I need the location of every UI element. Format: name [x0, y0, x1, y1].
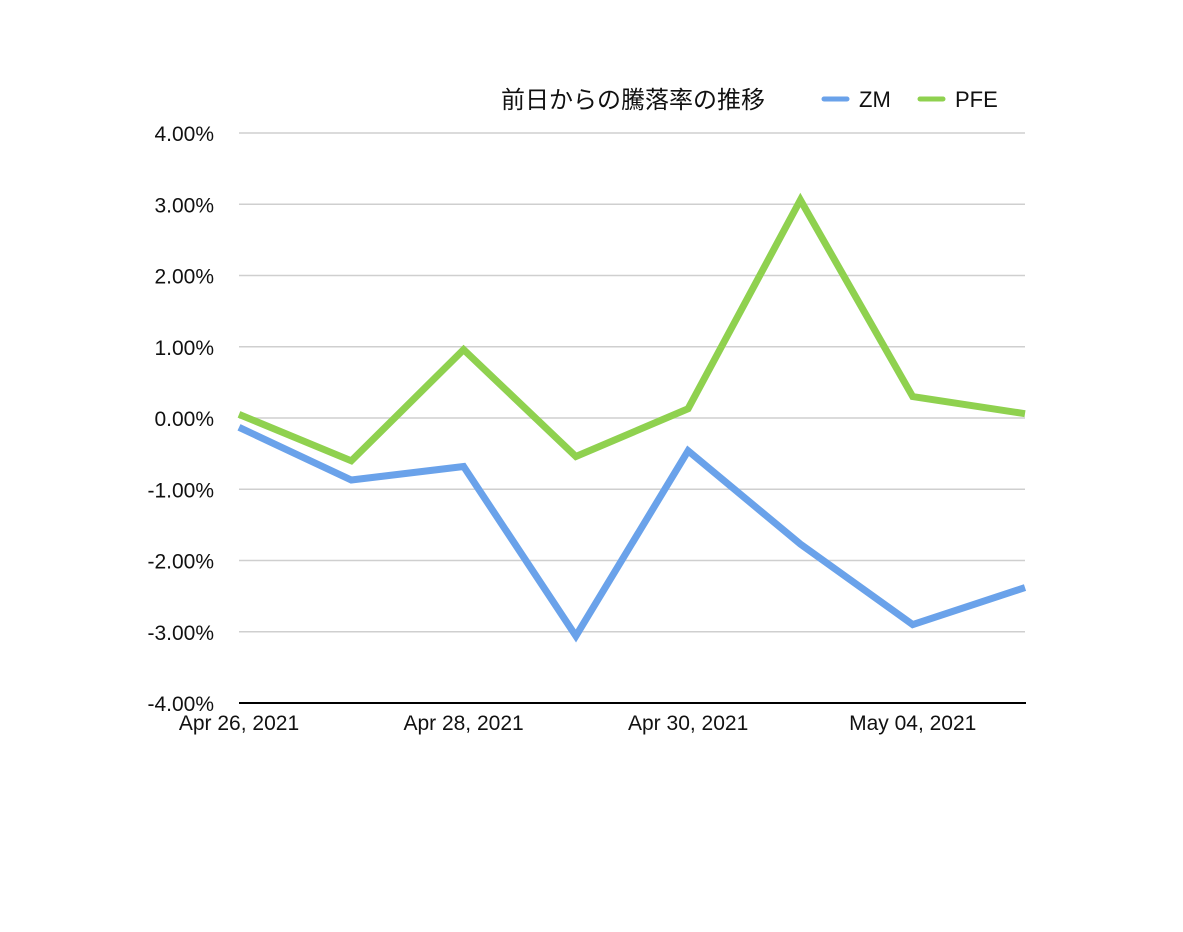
- series-lines: [237, 192, 1027, 643]
- y-tick-label: -3.00%: [147, 622, 214, 645]
- y-tick-label: 0.00%: [154, 408, 214, 431]
- x-tick-label: Apr 28, 2021: [403, 712, 523, 735]
- legend-label-zm: ZM: [859, 87, 891, 112]
- y-tick-label: -1.00%: [147, 479, 214, 502]
- gridlines: [239, 132, 1025, 633]
- x-tick-label: Apr 30, 2021: [628, 712, 748, 735]
- y-tick-label: 1.00%: [154, 337, 214, 360]
- x-axis-ticks: Apr 26, 2021 Apr 28, 2021 Apr 30, 2021 May …: [179, 712, 976, 735]
- series-line-pfe: [237, 192, 1026, 465]
- legend: ZM PFE: [821, 87, 998, 112]
- y-tick-label: 2.00%: [154, 266, 214, 289]
- y-tick-label: -2.00%: [147, 551, 214, 574]
- x-tick-label: Apr 26, 2021: [179, 712, 299, 735]
- y-tick-label: 3.00%: [154, 194, 214, 217]
- x-tick-label: May 04, 2021: [849, 712, 976, 735]
- series-line-zm: [237, 424, 1027, 643]
- chart-title: 前日からの騰落率の推移: [501, 86, 765, 114]
- y-tick-label: 4.00%: [154, 123, 214, 146]
- y-axis-ticks: 4.00% 3.00% 2.00% 1.00% 0.00% -1.00% -2.00% -3.…: [147, 123, 214, 716]
- y-tick-label: -4.00%: [147, 693, 214, 716]
- legend-label-pfe: PFE: [955, 87, 998, 112]
